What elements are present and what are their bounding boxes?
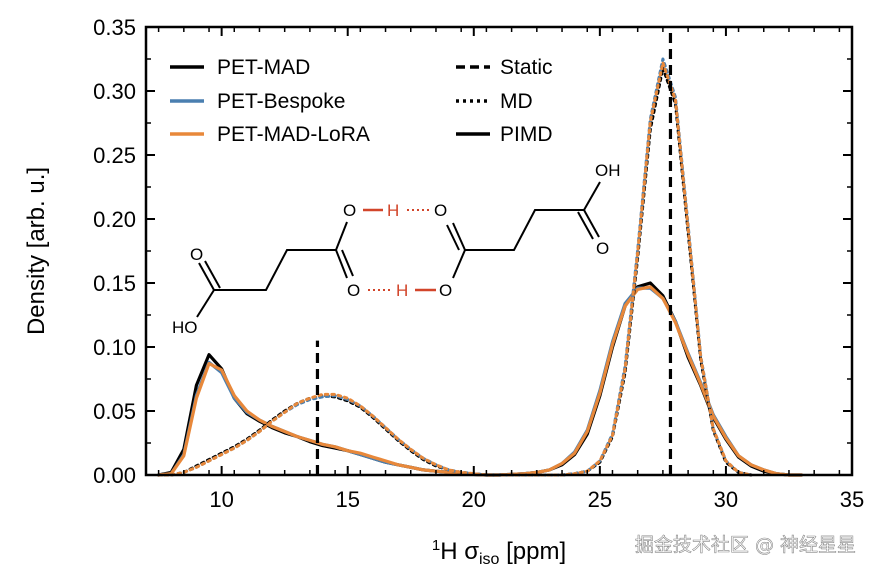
atom-right-oh: OH — [595, 161, 621, 180]
left-carbonyl-to-bridge-bottom-b — [341, 249, 354, 277]
atom-bridge-o-bottom-left: O — [347, 281, 360, 300]
x-tick-label-20: 20 — [462, 487, 486, 512]
legend-label-pimd: PIMD — [500, 123, 553, 146]
x-tick-label-10: 10 — [209, 487, 233, 512]
x-axis-title-unit: [ppm] — [499, 538, 566, 565]
right-carbonyl-to-bridge-bottom — [452, 249, 466, 279]
y-tick-label-3: 0.15 — [93, 271, 136, 296]
legend-label-pet-mad: PET-MAD — [217, 56, 310, 79]
molecule-diagram — [196, 181, 601, 318]
legend-label-md: MD — [500, 90, 533, 113]
y-tick-label-4: 0.20 — [93, 207, 136, 232]
static-lines-layer — [315, 27, 673, 475]
x-axis-title-sub: iso — [479, 551, 500, 568]
x-tick-label-15: 15 — [335, 487, 359, 512]
left-c-o-double-bond-a — [198, 262, 215, 291]
atom-bridge-o-top-right: O — [434, 201, 447, 220]
series-pet-mad-lora-md — [157, 61, 753, 477]
right-c-o-double-bond-a — [583, 209, 600, 238]
legend: PET-MAD PET-Bespoke PET-MAD-LoRA Static … — [170, 56, 553, 146]
x-tick-label-30: 30 — [714, 487, 738, 512]
atom-left-o: O — [190, 245, 203, 264]
x-axis-title-main: H σ — [440, 538, 479, 565]
ticks-layer: 10 15 20 25 30 35 0.00 0.05 0.10 0.15 0.20 0.25 0.30… — [93, 15, 864, 512]
atom-right-o: O — [596, 239, 609, 258]
x-axis-title-sup: 1 — [432, 537, 440, 554]
watermark: 掘金技术社区 @ 神经星星 — [635, 534, 856, 556]
molecule-atoms: HO O OH O O H O O H O — [172, 161, 621, 337]
legend-label-pet-mad-lora: PET-MAD-LoRA — [217, 123, 370, 146]
y-tick-label-5: 0.25 — [93, 143, 136, 168]
atom-left-oh: HO — [172, 318, 198, 337]
right-c-oh-bond — [583, 181, 601, 211]
x-tick-label-25: 25 — [588, 487, 612, 512]
y-tick-label-0: 0.00 — [93, 463, 136, 488]
right-backbone — [465, 209, 584, 251]
atom-bridge-h-top: H — [387, 201, 399, 220]
y-tick-label-2: 0.10 — [93, 335, 136, 360]
left-backbone — [214, 249, 336, 291]
y-tick-label-1: 0.05 — [93, 399, 136, 424]
atom-bridge-h-bottom: H — [396, 281, 408, 300]
right-carbonyl-to-bridge-top-a — [452, 222, 466, 251]
atom-bridge-o-top-left: O — [343, 201, 356, 220]
left-carbonyl-to-bridge-bottom-a — [335, 249, 348, 279]
left-carbonyl-to-bridge-top — [335, 221, 348, 251]
y-axis-title: Density [arb. u.] — [23, 167, 50, 335]
left-c-oh-bond — [196, 289, 215, 318]
x-axis-title: 1H σiso [ppm] — [432, 537, 566, 568]
legend-label-pet-bespoke: PET-Bespoke — [217, 90, 345, 113]
atom-bridge-o-bottom-right: O — [439, 281, 452, 300]
y-tick-label-6: 0.30 — [93, 79, 136, 104]
right-carbonyl-to-bridge-top-b — [446, 224, 460, 251]
x-tick-label-35: 35 — [840, 487, 864, 512]
legend-label-static: Static — [500, 56, 553, 79]
left-c-o-double-bond-b — [204, 260, 221, 289]
y-tick-label-7: 0.35 — [93, 15, 136, 40]
right-c-o-double-bond-b — [577, 211, 594, 240]
